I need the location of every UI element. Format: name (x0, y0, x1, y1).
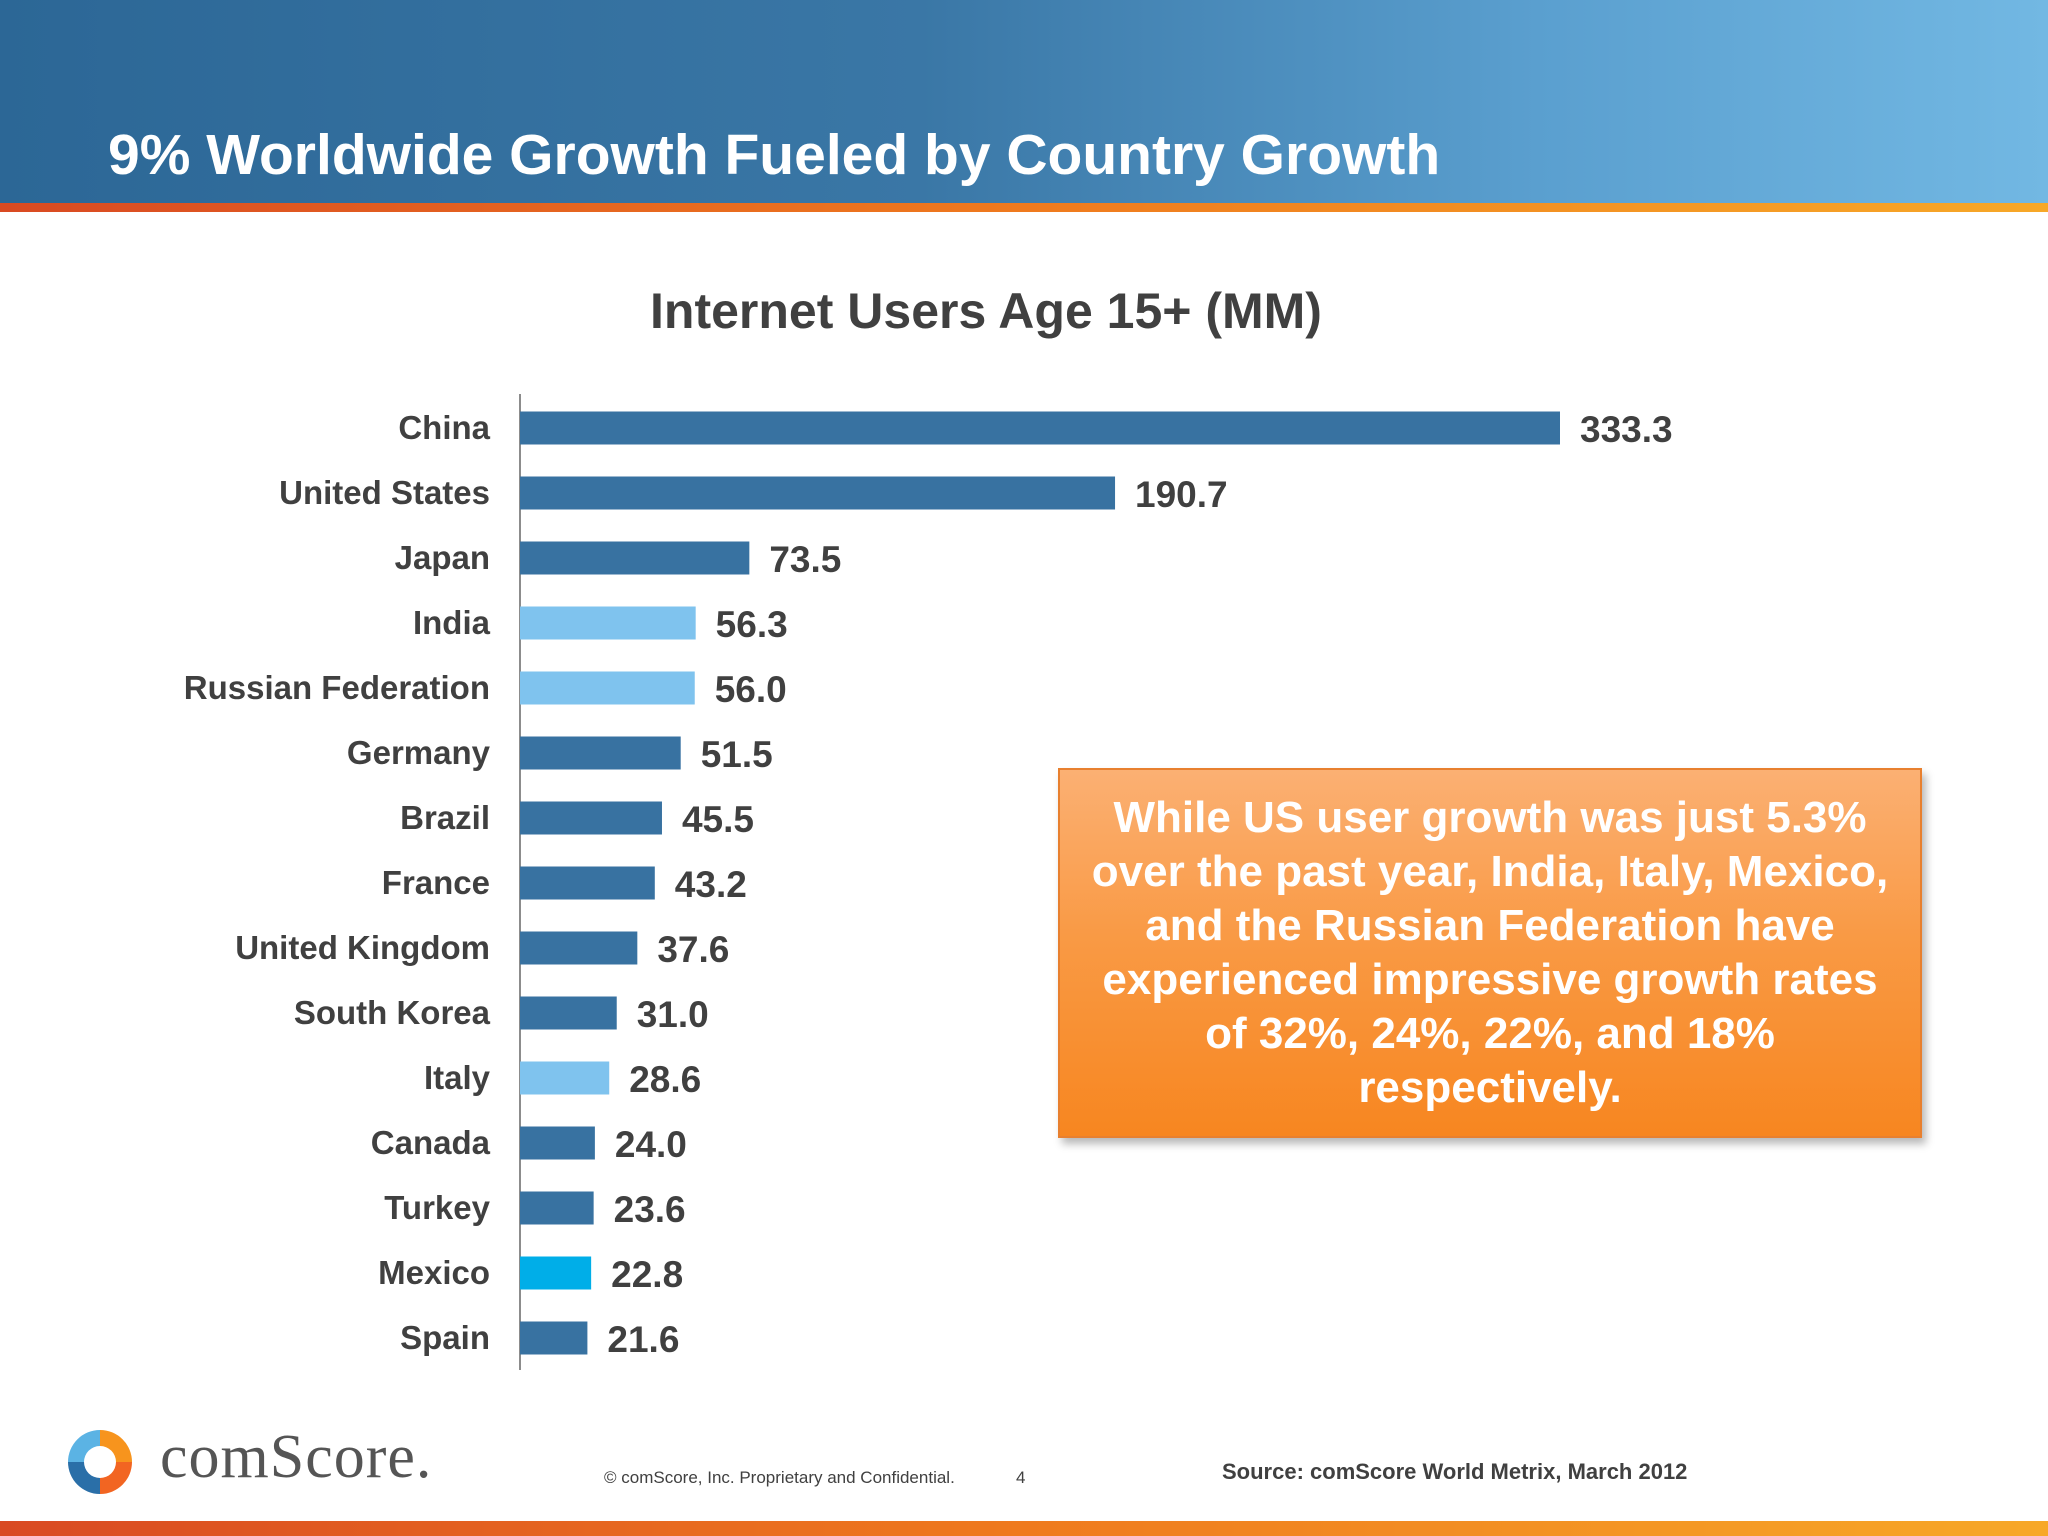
bar (520, 736, 681, 770)
bar (520, 1256, 592, 1290)
category-label: France (382, 864, 490, 901)
value-label: 45.5 (682, 799, 754, 840)
value-label: 56.3 (716, 604, 788, 645)
chart-title-wrapper: Internet Users Age 15+ (MM) (0, 282, 2048, 340)
category-label: Russian Federation (184, 669, 490, 706)
value-label: 31.0 (637, 994, 709, 1035)
bar (520, 476, 1116, 510)
category-label: Brazil (400, 799, 490, 836)
category-label: Germany (347, 734, 491, 771)
category-label: United States (279, 474, 490, 511)
footer-accent-stripe (0, 1521, 2048, 1536)
category-label: China (398, 409, 490, 446)
bar (520, 1321, 588, 1355)
category-label: Japan (395, 539, 490, 576)
value-label: 28.6 (629, 1059, 701, 1100)
category-label: Mexico (378, 1254, 490, 1291)
bar (520, 671, 695, 705)
chart-title: Internet Users Age 15+ (MM) (650, 283, 1322, 339)
comscore-logo-text: comScore. (160, 1423, 433, 1491)
bar (520, 866, 655, 900)
value-label: 73.5 (769, 539, 841, 580)
bar-chart: China 333.3 United States 190.7 Japan 73.5 Ind… (184, 394, 1673, 1370)
header-banner (0, 0, 2048, 205)
bar (520, 1126, 595, 1160)
value-label: 333.3 (1580, 409, 1673, 450)
category-label: Italy (424, 1059, 491, 1096)
bar (520, 801, 662, 835)
bar (520, 606, 696, 640)
value-label: 22.8 (611, 1254, 683, 1295)
header-accent-stripe (0, 203, 2048, 212)
bar (520, 996, 617, 1030)
category-label: Turkey (384, 1189, 490, 1226)
value-label: 23.6 (614, 1189, 686, 1230)
category-label: India (413, 604, 491, 641)
value-label: 24.0 (615, 1124, 687, 1165)
bar (520, 541, 750, 575)
callout-box: While US user growth was just 5.3% over … (1058, 768, 1922, 1138)
value-label: 56.0 (715, 669, 787, 710)
value-label: 37.6 (657, 929, 729, 970)
callout-text: While US user growth was just 5.3% over … (1091, 793, 1889, 1112)
category-label: South Korea (294, 994, 491, 1031)
copyright-notice: © comScore, Inc. Proprietary and Confide… (604, 1468, 955, 1487)
value-label: 51.5 (701, 734, 773, 775)
comscore-logo-icon (68, 1430, 132, 1494)
bar (520, 931, 638, 965)
source-note: Source: comScore World Metrix, March 201… (1222, 1459, 1688, 1484)
value-label: 190.7 (1135, 474, 1228, 515)
bar (520, 1191, 594, 1225)
bar (520, 1061, 610, 1095)
value-label: 21.6 (607, 1319, 679, 1360)
bar (520, 411, 1560, 445)
slide-title: 9% Worldwide Growth Fueled by Country Gr… (108, 123, 1441, 187)
category-label: Spain (400, 1319, 490, 1356)
category-label: United Kingdom (235, 929, 490, 966)
category-label: Canada (371, 1124, 491, 1161)
page-number: 4 (1016, 1468, 1026, 1487)
value-label: 43.2 (675, 864, 747, 905)
